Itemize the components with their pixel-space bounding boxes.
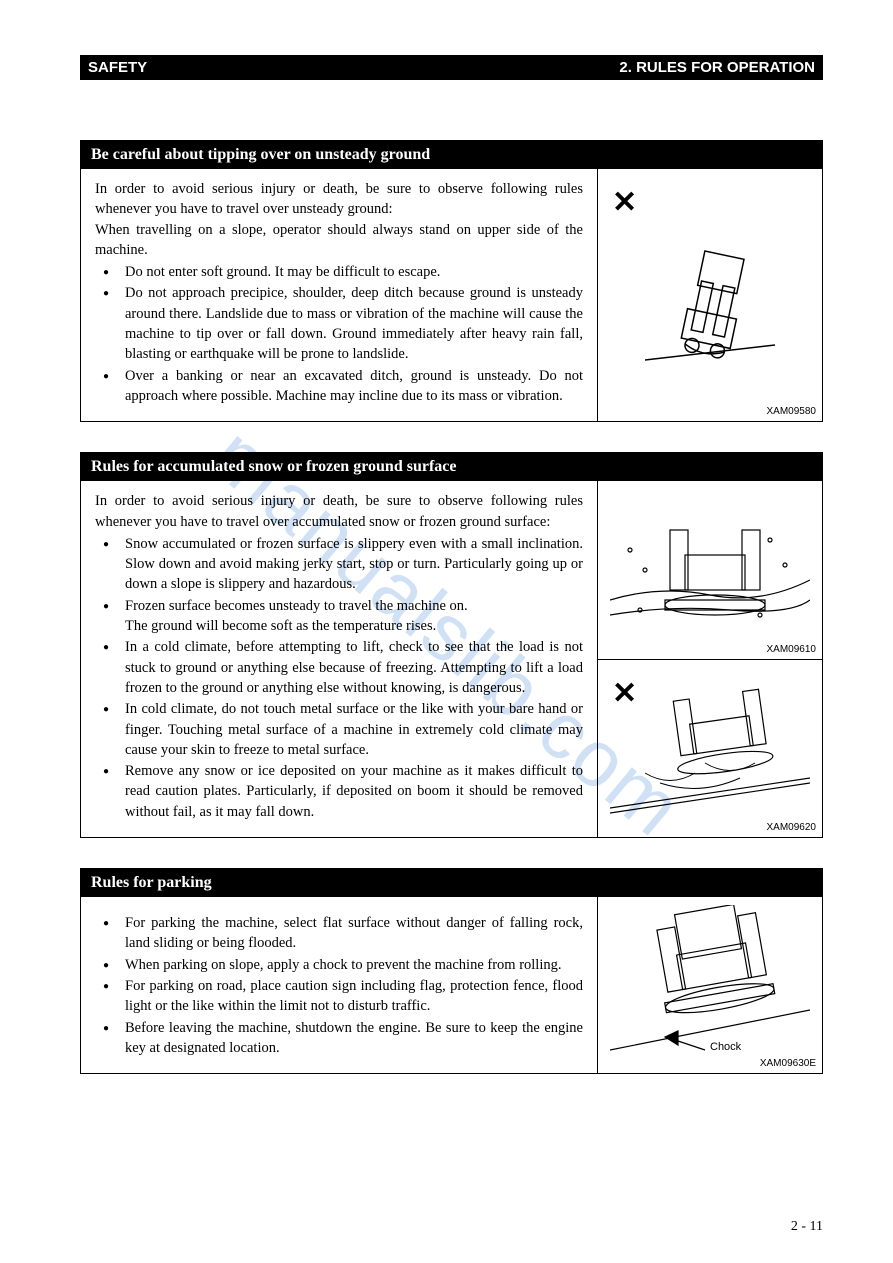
bullet-item: For parking the machine, select flat sur… [113, 913, 583, 954]
section-snow: Rules for accumulated snow or frozen gro… [80, 452, 823, 838]
bullet-item: Remove any snow or ice deposited on your… [113, 761, 583, 822]
image-column: Chock XAM09630E [597, 897, 822, 1073]
machine-slipping-illustration [610, 678, 810, 818]
bullet-item: Over a banking or near an excavated ditc… [113, 366, 583, 407]
bullet-item: Frozen surface becomes unsteady to trave… [113, 596, 583, 637]
page-header: SAFETY 2. RULES FOR OPERATION [80, 55, 823, 80]
figure-ref: XAM09620 [767, 822, 816, 833]
section-title: Be careful about tipping over on unstead… [81, 141, 822, 169]
bullet-item: Snow accumulated or frozen surface is sl… [113, 534, 583, 595]
bullet-item: Do not approach precipice, shoulder, dee… [113, 283, 583, 364]
intro-text: In order to avoid serious injury or deat… [95, 491, 583, 532]
bullet-item: Do not enter soft ground. It may be diff… [113, 262, 583, 282]
figure-ref: XAM09630E [760, 1058, 816, 1069]
section-title: Rules for parking [81, 869, 822, 897]
page-number: 2 - 11 [791, 1219, 823, 1235]
figure-ref: XAM09580 [767, 406, 816, 417]
figure-tipping: ✕ XAM095 [598, 169, 822, 421]
section-text: In order to avoid serious injury or deat… [81, 481, 597, 837]
wrong-x-icon: ✕ [612, 185, 637, 220]
header-right: 2. RULES FOR OPERATION [619, 59, 815, 76]
bullet-item: Before leaving the machine, shutdown the… [113, 1018, 583, 1059]
chock-label: Chock [710, 1041, 741, 1053]
section-parking: Rules for parking For parking the machin… [80, 868, 823, 1074]
section-text: In order to avoid serious injury or deat… [81, 169, 597, 421]
bullet-item: For parking on road, place caution sign … [113, 976, 583, 1017]
bullet-item: In a cold climate, before attempting to … [113, 637, 583, 698]
image-column: XAM09610 ✕ [597, 481, 822, 837]
section-text: For parking the machine, select flat sur… [81, 897, 597, 1073]
figure-chock: Chock XAM09630E [598, 897, 822, 1073]
figure-slipping: ✕ [598, 659, 822, 837]
bullet-item: When parking on slope, apply a chock to … [113, 955, 583, 975]
section-title: Rules for accumulated snow or frozen gro… [81, 453, 822, 481]
figure-snow-ground: XAM09610 [598, 481, 822, 658]
header-left: SAFETY [88, 59, 147, 76]
image-column: ✕ XAM095 [597, 169, 822, 421]
intro-text: In order to avoid serious injury or deat… [95, 179, 583, 260]
machine-snow-illustration [610, 500, 810, 640]
wrong-x-icon: ✕ [612, 676, 637, 711]
section-tipping: Be careful about tipping over on unstead… [80, 140, 823, 422]
figure-ref: XAM09610 [767, 644, 816, 655]
machine-tipping-illustration [645, 220, 775, 370]
bullet-item: In cold climate, do not touch metal surf… [113, 699, 583, 760]
